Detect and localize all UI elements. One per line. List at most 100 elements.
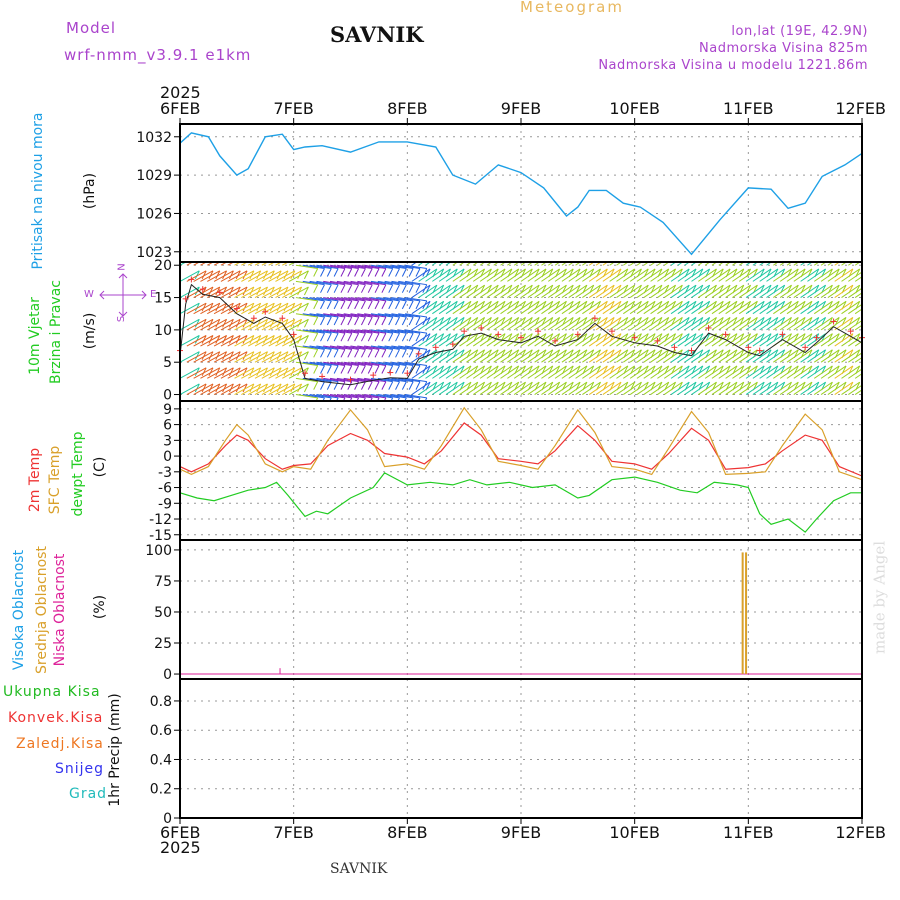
wind-barb xyxy=(254,270,275,282)
wind-barb xyxy=(268,351,289,363)
wind-barb xyxy=(623,333,642,347)
wind-barb xyxy=(588,262,595,266)
wind-barb xyxy=(500,365,519,379)
wind-barb xyxy=(282,286,302,298)
wind-barb-flag xyxy=(535,253,539,261)
wind-barb xyxy=(725,300,745,315)
wind-barb xyxy=(698,284,717,298)
wind-barb xyxy=(752,349,772,363)
wind-barb xyxy=(459,365,479,379)
wind-barb-flag xyxy=(333,300,339,310)
wind-barb xyxy=(841,268,860,282)
wind-barb xyxy=(800,268,820,282)
wind-barb-flag xyxy=(354,332,360,342)
wind-barb xyxy=(554,262,561,266)
x-tick-label-bottom: 7FEB xyxy=(273,823,313,842)
wind-barb-flag xyxy=(787,253,791,261)
wind-barb xyxy=(364,297,386,302)
wind-barb xyxy=(725,365,745,379)
wind-barb xyxy=(323,297,346,302)
wind-barb-flag xyxy=(320,332,325,342)
wind-barb xyxy=(568,300,588,315)
wind-barb xyxy=(657,381,676,395)
wind-barb xyxy=(343,361,366,366)
wind-barb xyxy=(411,284,431,298)
wind-barb xyxy=(329,394,352,399)
wind-barb xyxy=(595,317,615,331)
wind-barb-flag xyxy=(869,269,873,277)
wind-barb xyxy=(268,262,276,266)
wind-barb-flag xyxy=(269,335,275,344)
wind-barb xyxy=(813,381,833,395)
wind-barb-flag xyxy=(347,365,353,374)
wind-barb xyxy=(193,262,201,266)
wind-barb xyxy=(725,268,745,282)
wind-barb-flag xyxy=(256,319,262,328)
wind-barb xyxy=(275,262,283,266)
wind-barb xyxy=(534,381,554,395)
wind-barb-flag xyxy=(303,335,309,344)
wind-barb xyxy=(398,329,421,334)
wind-barb xyxy=(527,349,547,363)
wind-barb-flag xyxy=(349,397,353,401)
wind-barb xyxy=(534,349,554,363)
wind-barb-flag xyxy=(249,319,255,328)
wind-barb-flag xyxy=(333,349,339,358)
wind-barb xyxy=(377,313,400,318)
wind-barb-flag xyxy=(562,253,566,261)
wind-barb xyxy=(507,284,526,298)
wind-barb xyxy=(738,284,758,298)
wind-barb xyxy=(711,381,731,395)
wind-barb xyxy=(629,262,636,266)
wind-barb xyxy=(432,333,451,347)
wind-barb xyxy=(807,262,814,266)
wind-barb xyxy=(616,268,635,282)
wind-barb xyxy=(663,333,683,347)
wind-barb xyxy=(391,313,414,318)
wind-barb xyxy=(861,345,862,347)
wind-barb-flag xyxy=(367,316,373,326)
wind-barb xyxy=(547,262,554,266)
wind-barb xyxy=(718,381,738,395)
wind-barb xyxy=(404,377,427,383)
wind-barb xyxy=(507,300,526,315)
wind-barb xyxy=(786,262,793,266)
wind-barb-flag xyxy=(876,285,880,293)
wind-barb-flag xyxy=(474,253,478,261)
wind-barb xyxy=(180,302,200,315)
wind-barb-flag xyxy=(222,286,228,296)
wind-barb-flag xyxy=(235,383,241,393)
wind-barb-flag xyxy=(424,397,428,401)
wind-barb-flag xyxy=(672,253,676,261)
wind-barb xyxy=(500,333,519,347)
wind-barb xyxy=(766,381,785,395)
wind-barb-flag xyxy=(269,286,275,296)
wind-barb xyxy=(711,262,718,266)
wind-barb xyxy=(507,349,526,363)
wind-barb xyxy=(432,365,451,379)
wind-barb xyxy=(227,335,248,347)
wind-barb-flag xyxy=(395,300,400,310)
wind-barb xyxy=(834,262,841,266)
wind-barb-flag xyxy=(297,319,303,328)
wind-barb xyxy=(820,381,840,395)
wind-barb xyxy=(520,365,540,379)
wind-barb xyxy=(582,381,601,395)
wind-barb xyxy=(357,377,380,383)
wind-barb-flag xyxy=(404,397,407,401)
wind-barb xyxy=(411,300,431,315)
wind-barb xyxy=(636,349,656,363)
wind-barb-flag xyxy=(863,301,867,309)
wind-barb xyxy=(725,317,745,331)
wind-barb xyxy=(227,367,248,379)
wind-barb xyxy=(827,268,847,282)
wind-barb xyxy=(268,318,289,331)
wind-barb xyxy=(384,377,407,383)
wind-barb xyxy=(384,313,407,318)
wind-barb xyxy=(698,365,717,379)
wind-barb xyxy=(241,270,261,282)
wind-barb xyxy=(732,300,751,315)
wind-barb xyxy=(309,377,332,383)
wind-barb-flag xyxy=(367,268,373,277)
wind-barb-flag xyxy=(222,302,228,312)
